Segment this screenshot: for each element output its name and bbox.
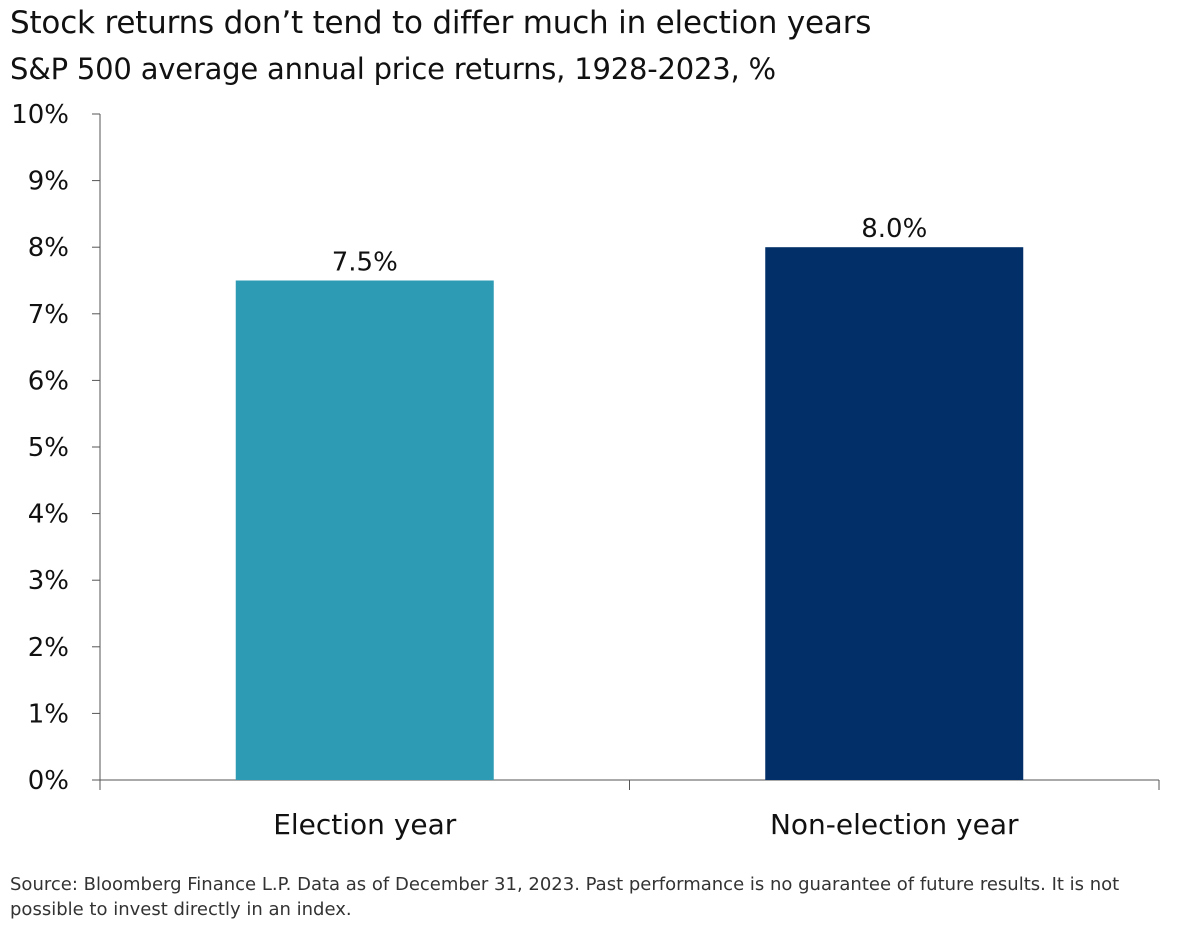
y-tick-label: 0%: [28, 766, 69, 796]
y-tick-label: 1%: [28, 699, 69, 729]
data-label: 8.0%: [861, 214, 927, 244]
source-footnote: Source: Bloomberg Finance L.P. Data as o…: [10, 874, 1120, 920]
x-category-label: Non-election year: [770, 808, 1019, 841]
y-tick-label: 10%: [11, 100, 69, 130]
bar-non-election-year: [765, 247, 1024, 780]
y-tick-label: 8%: [28, 233, 69, 263]
y-tick-label: 3%: [28, 566, 69, 596]
chart-subtitle: S&P 500 average annual price returns, 19…: [10, 52, 776, 86]
y-tick-label: 9%: [28, 167, 69, 197]
data-label: 7.5%: [332, 248, 398, 278]
bar-election-year: [235, 280, 494, 780]
y-tick-label: 2%: [28, 633, 69, 663]
chart-title: Stock returns don’t tend to differ much …: [10, 5, 872, 41]
y-tick-label: 6%: [28, 366, 69, 396]
y-tick-label: 7%: [28, 300, 69, 330]
y-tick-label: 4%: [28, 500, 69, 530]
x-category-label: Election year: [273, 808, 457, 841]
y-tick-label: 5%: [28, 433, 69, 463]
